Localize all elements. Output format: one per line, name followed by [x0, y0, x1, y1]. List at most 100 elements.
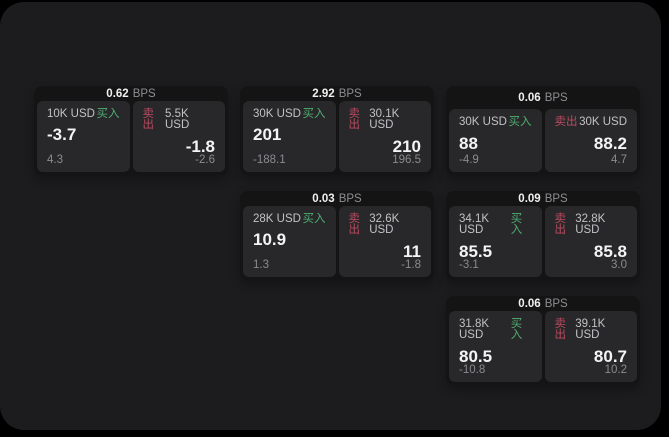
buy-quote-tile[interactable]: 30K USD 买入 201 -188.1 [243, 100, 336, 172]
quote-body: 30K USD 买入 88 -4.9 卖出 30K USD 88.2 4.7 [446, 109, 640, 175]
sell-tile-top: 卖出 5.5K USD [142, 107, 216, 132]
buy-delta: 1.3 [253, 258, 269, 271]
bps-header: 0.06 BPS [446, 86, 640, 109]
sell-side-label: 卖出 [348, 107, 361, 131]
buy-side-label: 买入 [510, 212, 523, 236]
buy-tile-top: 31.8K USD 买入 [459, 317, 532, 342]
sell-notional-size: 5.5K USD [164, 107, 190, 131]
sell-quote-tile[interactable]: 卖出 30K USD 88.2 4.7 [544, 109, 637, 172]
sell-side-label: 卖出 [348, 212, 361, 236]
buy-price: -3.7 [47, 125, 77, 144]
sell-tile-top: 卖出 32.6K USD [348, 212, 422, 237]
buy-price: 88 [459, 133, 478, 153]
sell-quote-tile[interactable]: 卖出 39.1K USD 80.7 10.2 [544, 310, 637, 382]
quote-card: 2.92 BPS 30K USD 买入 201 -188.1 卖出 30.1K … [240, 86, 434, 175]
quote-card: 0.03 BPS 28K USD 买入 10.9 1.3 卖出 32.6K US… [240, 191, 434, 280]
bps-unit-label: BPS [544, 92, 568, 105]
buy-delta: 4.3 [47, 153, 63, 166]
sell-tile-top: 卖出 32.8K USD [554, 212, 628, 237]
buy-quote-tile[interactable]: 28K USD 买入 10.9 1.3 [243, 205, 336, 277]
buy-tile-top: 34.1K USD 买入 [459, 212, 532, 237]
buy-notional-size: 34.1K USD [459, 212, 490, 236]
quote-card: 0.62 BPS 10K USD 买入 -3.7 4.3 卖出 5.5K USD… [34, 86, 228, 175]
quotes-grid: 0.62 BPS 10K USD 买入 -3.7 4.3 卖出 5.5K USD… [34, 86, 640, 385]
sell-tile-top: 卖出 39.1K USD [554, 317, 628, 342]
sell-delta: 10.2 [604, 363, 627, 376]
sell-delta: -2.6 [195, 153, 215, 166]
quote-body: 28K USD 买入 10.9 1.3 卖出 32.6K USD 11 -1.8 [240, 205, 434, 281]
bps-value: 0.62 [106, 88, 129, 100]
sell-notional-size: 30K USD [579, 116, 627, 128]
sell-tile-top: 卖出 30.1K USD [348, 107, 422, 132]
sell-quote-tile[interactable]: 卖出 32.8K USD 85.8 3.0 [544, 205, 637, 277]
buy-price: 10.9 [253, 230, 287, 249]
buy-quote-tile[interactable]: 34.1K USD 买入 85.5 -3.1 [449, 205, 542, 277]
bps-value: 0.03 [312, 193, 335, 205]
sell-quote-tile[interactable]: 卖出 30.1K USD 210 196.5 [338, 100, 431, 172]
buy-quote-tile[interactable]: 10K USD 买入 -3.7 4.3 [37, 100, 130, 172]
buy-notional-size: 10K USD [47, 107, 95, 120]
bps-value: 0.06 [518, 298, 541, 310]
sell-tile-top: 卖出 30K USD [554, 116, 628, 129]
buy-notional-size: 31.8K USD [459, 317, 490, 341]
buy-tile-top: 30K USD 买入 [459, 116, 532, 129]
sell-price: 80.7 [593, 346, 627, 366]
bps-unit-label: BPS [544, 193, 568, 205]
buy-side-label: 买入 [96, 107, 120, 120]
sell-delta: -1.8 [401, 258, 421, 271]
buy-quote-tile[interactable]: 30K USD 买入 88 -4.9 [449, 109, 542, 172]
bps-value: 0.09 [518, 193, 541, 205]
bps-unit-label: BPS [132, 88, 156, 100]
buy-notional-size: 30K USD [253, 107, 301, 120]
buy-tile-top: 10K USD 买入 [47, 107, 120, 121]
bps-value: 0.06 [518, 92, 541, 105]
app-panel: 0.62 BPS 10K USD 买入 -3.7 4.3 卖出 5.5K USD… [0, 2, 661, 430]
sell-notional-size: 32.6K USD [369, 212, 400, 236]
buy-price: 85.5 [459, 241, 493, 261]
buy-tile-top: 28K USD 买入 [253, 212, 326, 226]
quote-card: 0.06 BPS 31.8K USD 买入 80.5 -10.8 卖出 39.1… [446, 296, 640, 385]
sell-quote-tile[interactable]: 卖出 5.5K USD -1.8 -2.6 [132, 100, 225, 172]
buy-delta: -4.9 [459, 153, 479, 166]
buy-notional-size: 30K USD [459, 116, 507, 128]
bps-value: 2.92 [312, 88, 335, 100]
buy-delta: -188.1 [253, 153, 286, 166]
sell-notional-size: 39.1K USD [575, 317, 606, 341]
buy-price: 80.5 [459, 346, 493, 366]
sell-delta: 196.5 [392, 153, 421, 166]
bps-unit-label: BPS [544, 298, 568, 310]
bps-header: 0.06 BPS [446, 296, 640, 311]
quote-body: 34.1K USD 买入 85.5 -3.1 卖出 32.8K USD 85.8… [446, 205, 640, 281]
sell-quote-tile[interactable]: 卖出 32.6K USD 11 -1.8 [338, 205, 431, 277]
buy-quote-tile[interactable]: 31.8K USD 买入 80.5 -10.8 [449, 310, 542, 382]
quote-card: 0.06 BPS 30K USD 买入 88 -4.9 卖出 30K USD 8… [446, 86, 640, 175]
sell-price: 85.8 [593, 241, 627, 261]
sell-delta: 3.0 [611, 258, 627, 271]
buy-delta: -3.1 [459, 258, 479, 271]
sell-price: -1.8 [185, 136, 215, 156]
bps-header: 0.03 BPS [240, 191, 434, 206]
buy-side-label: 买入 [508, 116, 532, 128]
buy-side-label: 买入 [302, 107, 326, 120]
sell-side-label: 卖出 [554, 116, 578, 128]
buy-delta: -10.8 [459, 363, 486, 376]
sell-price: 11 [403, 241, 421, 261]
sell-price: 88.2 [593, 133, 627, 153]
buy-tile-top: 30K USD 买入 [253, 107, 326, 121]
buy-side-label: 买入 [302, 212, 326, 225]
bps-header: 2.92 BPS [240, 86, 434, 101]
buy-price: 201 [253, 125, 282, 144]
sell-delta: 4.7 [611, 153, 627, 166]
sell-notional-size: 30.1K USD [369, 107, 400, 131]
bps-header: 0.62 BPS [34, 86, 228, 101]
quote-card: 0.09 BPS 34.1K USD 买入 85.5 -3.1 卖出 32.8K… [446, 191, 640, 280]
bps-header: 0.09 BPS [446, 191, 640, 206]
sell-price: 210 [392, 136, 421, 156]
buy-side-label: 买入 [510, 317, 523, 341]
sell-side-label: 卖出 [554, 317, 567, 341]
sell-side-label: 卖出 [142, 107, 155, 131]
sell-side-label: 卖出 [554, 212, 567, 236]
quote-body: 31.8K USD 买入 80.5 -10.8 卖出 39.1K USD 80.… [446, 310, 640, 386]
bps-unit-label: BPS [338, 193, 362, 205]
quote-body: 10K USD 买入 -3.7 4.3 卖出 5.5K USD -1.8 -2.… [34, 100, 228, 176]
